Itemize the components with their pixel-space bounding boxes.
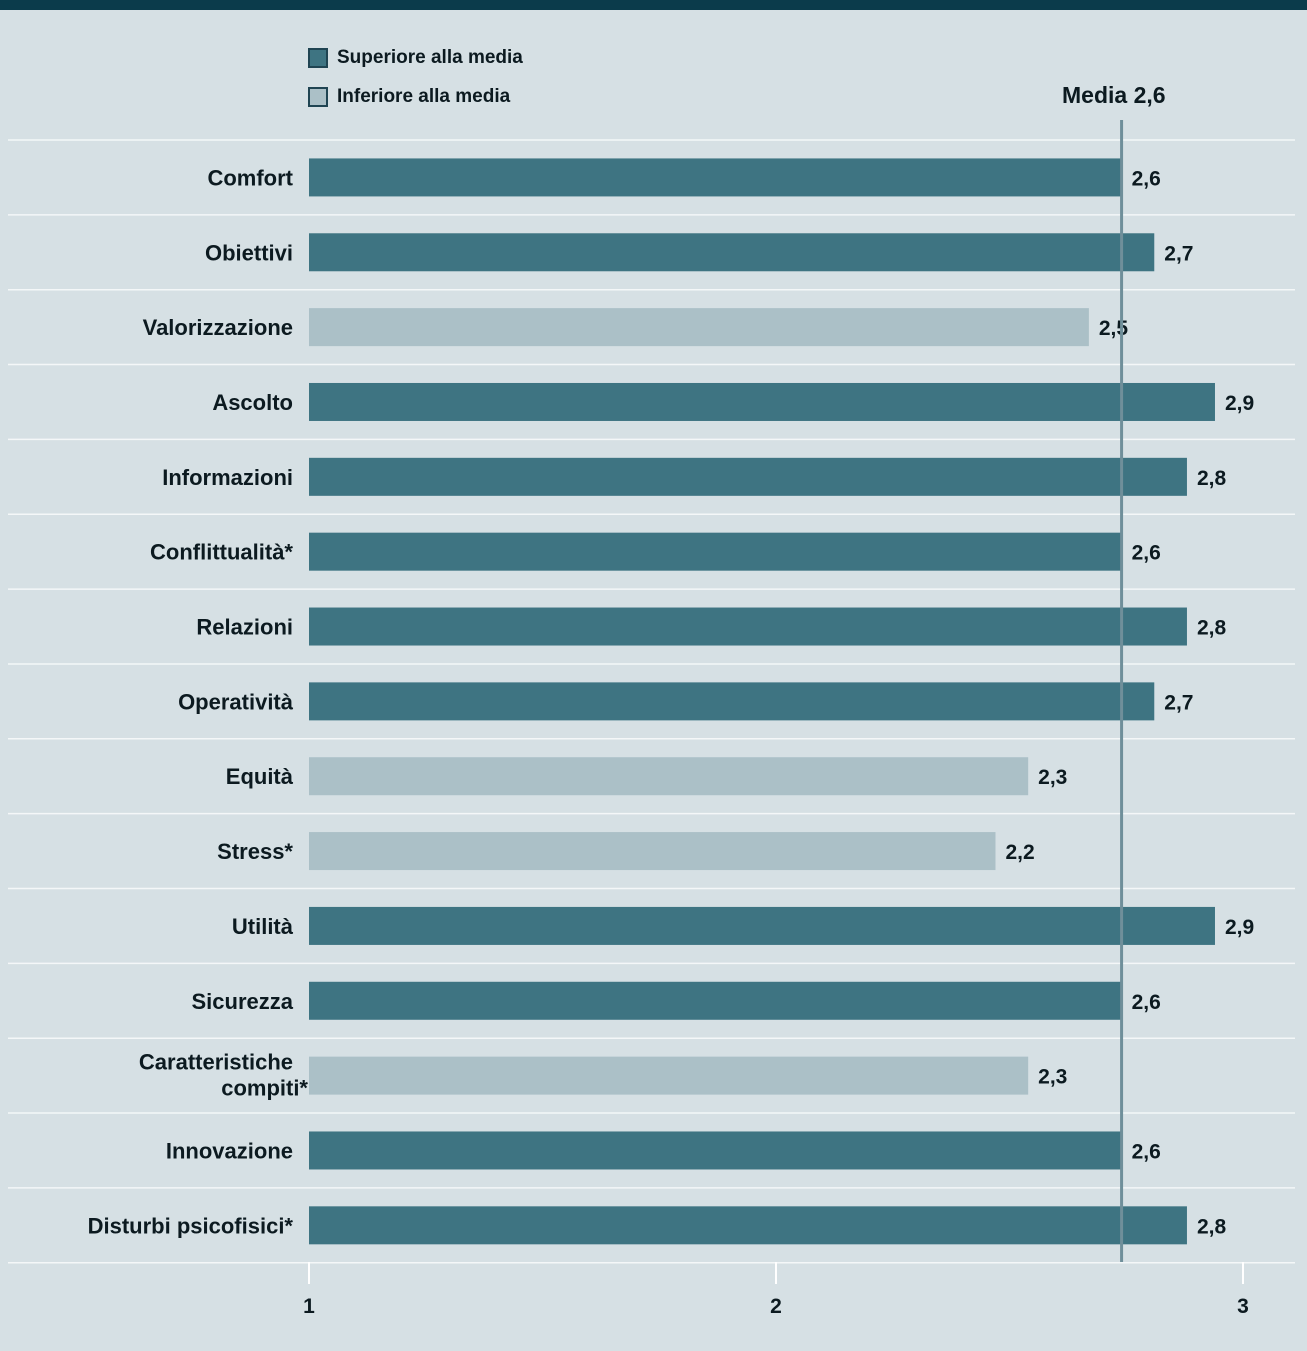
category-label: Comfort (207, 165, 293, 190)
bar-sicurezza (309, 981, 1122, 1020)
bar-comfort (309, 158, 1122, 197)
category-label: Caratteristiche compiti* (139, 1050, 309, 1101)
category-label: Disturbi psicofisici* (88, 1213, 294, 1238)
value-label: 2,5 (1099, 317, 1129, 340)
category-label: Operatività (178, 689, 294, 714)
legend-item-above: Superiore alla media (308, 47, 523, 69)
category-label: Valorizzazione (143, 315, 293, 340)
bar-disturbi-psicofisici (309, 1206, 1187, 1245)
value-label: 2,9 (1225, 916, 1254, 939)
legend-swatch-below (308, 87, 328, 107)
category-label: Stress* (217, 839, 293, 864)
value-label: 2,8 (1197, 1215, 1227, 1238)
category-label: Innovazione (166, 1138, 293, 1163)
legend-label-above: Superiore alla media (337, 47, 523, 68)
category-label: Equità (226, 764, 294, 789)
category-label: Utilità (232, 914, 294, 939)
bar-operativit (309, 682, 1155, 721)
category-label: Relazioni (196, 615, 293, 640)
x-tick-label: 1 (303, 1295, 315, 1318)
bar-stress (309, 832, 996, 871)
bar-ascolto (309, 382, 1215, 421)
mean-label: Media 2,6 (1062, 82, 1166, 108)
bar-utilit (309, 906, 1215, 945)
value-label: 2,6 (1132, 167, 1161, 190)
bar-conflittualit (309, 532, 1122, 571)
value-label: 2,2 (1005, 841, 1034, 864)
bar-relazioni (309, 607, 1187, 646)
x-tick-label: 3 (1237, 1295, 1249, 1318)
value-label: 2,6 (1132, 991, 1161, 1014)
value-label: 2,6 (1132, 1140, 1161, 1163)
legend-swatch-above (308, 48, 328, 68)
category-label: Sicurezza (192, 989, 294, 1014)
legend-item-below: Inferiore alla media (308, 86, 510, 108)
value-label: 2,3 (1038, 766, 1067, 789)
bar-innovazione (309, 1131, 1122, 1170)
bar-obiettivi (309, 233, 1155, 272)
category-label: Obiettivi (205, 240, 293, 265)
category-label: Ascolto (212, 390, 293, 415)
x-tick-label: 2 (770, 1295, 782, 1318)
value-label: 2,3 (1038, 1066, 1067, 1089)
value-label: 2,8 (1197, 467, 1227, 490)
value-label: 2,6 (1132, 542, 1161, 565)
value-label: 2,7 (1164, 242, 1193, 265)
category-label: Informazioni (162, 465, 293, 490)
legend-label-below: Inferiore alla media (337, 86, 511, 107)
top-bar (0, 0, 1307, 10)
bar-informazioni (309, 457, 1187, 496)
value-label: 2,9 (1225, 392, 1254, 415)
bar-caratteristiche-compiti (309, 1056, 1029, 1095)
category-label: Conflittualità* (150, 540, 293, 565)
bar-equit (309, 757, 1029, 796)
value-label: 2,7 (1164, 691, 1193, 714)
value-label: 2,8 (1197, 617, 1227, 640)
bar-valorizzazione (309, 308, 1089, 347)
